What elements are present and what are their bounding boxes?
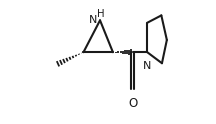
Text: N: N (142, 61, 151, 71)
Text: O: O (128, 97, 137, 110)
Text: N: N (89, 15, 97, 25)
Text: H: H (97, 9, 104, 19)
